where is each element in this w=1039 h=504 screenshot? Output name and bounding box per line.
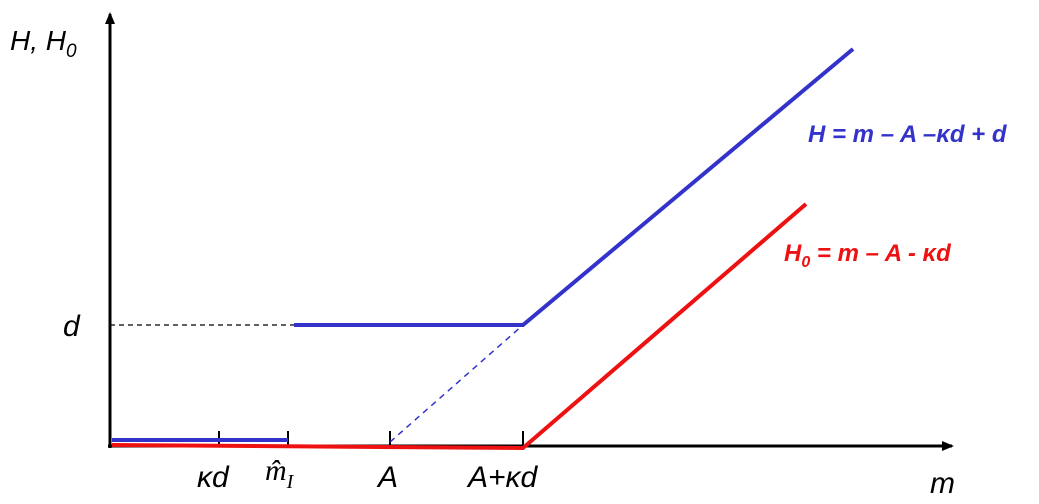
m-hat-label: m̂I bbox=[265, 454, 295, 493]
H-line bbox=[294, 47, 855, 327]
kd-label: κd bbox=[197, 461, 230, 494]
H-equation: H = m – A –κd + d bbox=[808, 121, 1008, 148]
A-label: A bbox=[376, 461, 398, 494]
d-label: d bbox=[63, 310, 81, 343]
H0-equation: H0 = m – A - κd bbox=[784, 240, 952, 271]
x-axis-label: m bbox=[930, 467, 955, 500]
H0-line bbox=[111, 202, 808, 451]
y-axis-label: H, H0 bbox=[10, 25, 77, 62]
H-dashed-segment bbox=[389, 324, 524, 443]
A-kd-label: A+κd bbox=[466, 461, 539, 494]
